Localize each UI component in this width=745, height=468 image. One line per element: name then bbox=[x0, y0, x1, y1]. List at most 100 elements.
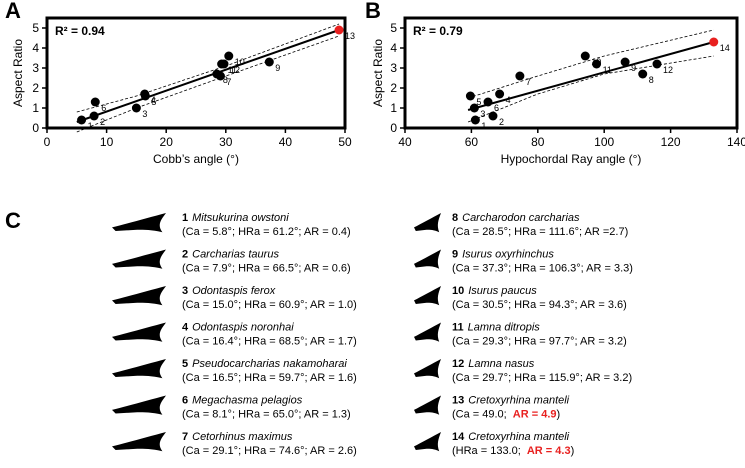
point-label: 14 bbox=[720, 43, 730, 53]
point-label: 9 bbox=[275, 63, 280, 73]
fin-icon bbox=[112, 322, 166, 342]
species-name: Carcharodon carcharias bbox=[462, 212, 580, 224]
y-tick-label: 4 bbox=[32, 41, 39, 55]
details: (Ca = 16.4°; HRa = 68.5°; AR = 1.7) bbox=[182, 336, 357, 348]
ci-lower bbox=[467, 55, 714, 123]
data-point bbox=[470, 115, 480, 125]
species-name: Isurus oxyrhinchus bbox=[462, 249, 554, 261]
point-label: 1 bbox=[481, 121, 486, 131]
species-name: Cetorhinus maximus bbox=[192, 431, 293, 443]
point-label: 12 bbox=[663, 65, 673, 75]
y-tick-label: 5 bbox=[390, 21, 397, 35]
entry-details: (Ca = 37.3°; HRa = 106.3°; AR = 3.3) bbox=[452, 263, 633, 275]
entry-details: (HRa = 133.0; AR = 4.3) bbox=[452, 445, 574, 457]
entry-details: (Ca = 8.1°; HRa = 65.0°; AR = 1.3) bbox=[182, 409, 351, 421]
point-label: 9 bbox=[631, 63, 636, 73]
entry-number: 2 bbox=[182, 249, 188, 261]
ci-upper bbox=[76, 23, 340, 113]
x-axis-label: Hypochordal Ray angle (°) bbox=[501, 152, 642, 166]
details: (Ca = 29.3°; HRa = 97.7°; AR = 3.2) bbox=[452, 336, 627, 348]
point-label: 6 bbox=[494, 103, 499, 113]
data-point bbox=[212, 69, 222, 79]
point-label: 5 bbox=[476, 97, 481, 107]
y-axis-label: Aspect Ratio bbox=[11, 39, 25, 107]
fin-icon bbox=[414, 249, 441, 269]
entry-details: (Ca = 16.5°; HRa = 59.7°; AR = 1.6) bbox=[182, 372, 357, 384]
data-point bbox=[131, 103, 141, 113]
species-name: Cretoxyrhina manteli bbox=[468, 431, 569, 443]
data-point bbox=[709, 37, 719, 47]
entry-title: 13 Cretoxyrhina manteli bbox=[452, 395, 570, 407]
details: (Ca = 15.0°; HRa = 60.9°; AR = 1.0) bbox=[182, 299, 357, 311]
plot-frame bbox=[45, 16, 347, 130]
entry-title: 5 Pseudocarcharias nakamoharai bbox=[182, 358, 347, 370]
fin-icon bbox=[414, 359, 441, 379]
species-name: Carcharias taurus bbox=[192, 249, 279, 261]
entry-details: (Ca = 7.9°; HRa = 66.5°; AR = 0.6) bbox=[182, 263, 351, 275]
point-label: 12 bbox=[230, 65, 240, 75]
entry-number: 10 bbox=[452, 285, 464, 297]
entry-number: 8 bbox=[452, 212, 458, 224]
entry-number: 14 bbox=[452, 431, 465, 443]
species-name: Megachasma pelagios bbox=[192, 395, 303, 407]
point-label: 2 bbox=[499, 117, 504, 127]
data-point bbox=[652, 59, 662, 69]
point-label: 1 bbox=[88, 121, 93, 131]
fin-icon bbox=[414, 213, 441, 233]
point-label: 10 bbox=[235, 57, 245, 67]
data-point bbox=[334, 25, 344, 35]
point-label: 4 bbox=[151, 95, 156, 105]
data-point bbox=[515, 71, 525, 81]
data-point bbox=[219, 59, 229, 69]
entry-title: 12 Lamna nasus bbox=[452, 358, 535, 370]
panel-label: C bbox=[5, 208, 21, 233]
details: (Ca = 30.5°; HRa = 94.3°; AR = 3.6) bbox=[452, 299, 627, 311]
entry-number: 1 bbox=[182, 212, 188, 224]
data-point bbox=[465, 91, 475, 101]
entry-title: 8 Carcharodon carcharias bbox=[452, 212, 580, 224]
entry-title: 11 Lamna ditropis bbox=[452, 322, 540, 334]
entry-number: 7 bbox=[182, 431, 188, 443]
y-tick-label: 2 bbox=[390, 81, 397, 95]
panel-label: A bbox=[5, 0, 21, 23]
details-end: ) bbox=[571, 445, 575, 457]
plot-frame bbox=[403, 16, 739, 130]
y-axis-label: Aspect Ratio bbox=[371, 39, 385, 107]
entry-number: 13 bbox=[452, 395, 464, 407]
entry-details: (Ca = 28.5°; HRa = 111.6°; AR =2.7) bbox=[452, 226, 628, 238]
fin-icon bbox=[112, 286, 166, 306]
x-tick-label: 100 bbox=[594, 135, 614, 149]
data-point bbox=[77, 115, 87, 125]
y-tick-label: 2 bbox=[32, 81, 39, 95]
entry-title: 10 Isurus paucus bbox=[452, 285, 537, 297]
entry-details: (Ca = 49.0; AR = 4.9) bbox=[452, 409, 560, 421]
entry-details: (Ca = 29.3°; HRa = 97.7°; AR = 3.2) bbox=[452, 336, 627, 348]
fin-icon bbox=[112, 213, 166, 233]
fin-icon bbox=[112, 432, 166, 452]
point-label: 3 bbox=[480, 109, 485, 119]
point-label: 11 bbox=[603, 65, 612, 75]
point-label: 5 bbox=[151, 97, 156, 107]
data-point bbox=[495, 89, 505, 99]
y-tick-label: 3 bbox=[32, 61, 39, 75]
entry-number: 5 bbox=[182, 358, 188, 370]
data-point bbox=[483, 97, 493, 107]
x-tick-label: 50 bbox=[338, 135, 352, 149]
details: (Ca = 5.8°; HRa = 61.2°; AR = 0.4) bbox=[182, 226, 351, 238]
fin-icon bbox=[414, 286, 441, 306]
data-point bbox=[140, 91, 150, 101]
point-label: 4 bbox=[506, 95, 511, 105]
entry-title: 9 Isurus oxyrhinchus bbox=[452, 249, 554, 261]
y-tick-label: 0 bbox=[32, 121, 39, 135]
entry-details: (Ca = 5.8°; HRa = 61.2°; AR = 0.4) bbox=[182, 226, 351, 238]
entry-title: 6 Megachasma pelagios bbox=[182, 395, 303, 407]
data-point bbox=[264, 57, 274, 67]
entry-details: (Ca = 29.7°; HRa = 115.9°; AR = 3.2) bbox=[452, 372, 632, 384]
species-name: Lamna nasus bbox=[468, 358, 535, 370]
species-name: Isurus paucus bbox=[468, 285, 537, 297]
point-label: 8 bbox=[649, 75, 654, 85]
fit-line bbox=[76, 29, 340, 123]
data-point bbox=[224, 51, 234, 61]
details: (Ca = 28.5°; HRa = 111.6°; AR =2.7) bbox=[452, 226, 628, 238]
